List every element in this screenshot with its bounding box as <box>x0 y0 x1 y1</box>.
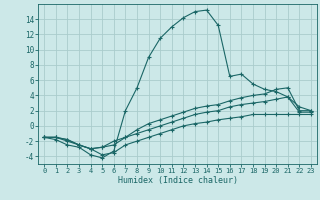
X-axis label: Humidex (Indice chaleur): Humidex (Indice chaleur) <box>118 176 238 185</box>
